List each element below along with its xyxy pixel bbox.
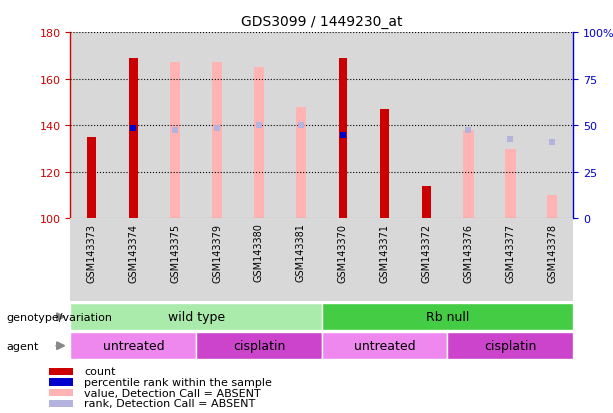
Bar bbox=[112, 33, 154, 219]
Bar bbox=[196, 219, 238, 301]
Bar bbox=[254, 68, 264, 219]
Point bbox=[338, 132, 348, 139]
Bar bbox=[280, 33, 322, 219]
Bar bbox=[447, 219, 489, 301]
Bar bbox=[70, 33, 112, 219]
Bar bbox=[422, 186, 431, 219]
Point bbox=[463, 127, 473, 134]
Bar bbox=[112, 219, 154, 301]
Point bbox=[170, 127, 180, 134]
Bar bbox=[505, 149, 516, 219]
Text: GSM143370: GSM143370 bbox=[338, 223, 348, 282]
Bar bbox=[531, 33, 573, 219]
Bar bbox=[112, 33, 154, 219]
Bar bbox=[489, 33, 531, 219]
Bar bbox=[381, 110, 389, 219]
Text: untreated: untreated bbox=[354, 339, 416, 352]
Bar bbox=[196, 33, 238, 219]
Bar bbox=[322, 332, 447, 359]
Bar bbox=[238, 33, 280, 219]
Text: cisplatin: cisplatin bbox=[484, 339, 536, 352]
Point bbox=[212, 125, 222, 132]
Bar bbox=[447, 332, 573, 359]
Bar bbox=[322, 219, 364, 301]
Text: GSM143380: GSM143380 bbox=[254, 223, 264, 282]
Bar bbox=[547, 196, 557, 219]
Text: count: count bbox=[84, 366, 116, 376]
Bar bbox=[406, 219, 447, 301]
Point bbox=[254, 123, 264, 129]
Bar bbox=[322, 304, 573, 330]
Text: GSM143376: GSM143376 bbox=[463, 223, 473, 282]
Bar bbox=[364, 33, 406, 219]
Text: GSM143377: GSM143377 bbox=[505, 223, 516, 282]
Bar bbox=[196, 332, 322, 359]
Text: wild type: wild type bbox=[167, 311, 225, 323]
Bar bbox=[489, 33, 531, 219]
Bar bbox=[212, 63, 223, 219]
Bar bbox=[49, 368, 74, 375]
Bar bbox=[49, 379, 74, 386]
Point bbox=[547, 139, 557, 145]
Bar bbox=[447, 33, 489, 219]
Bar bbox=[364, 33, 406, 219]
Text: GSM143371: GSM143371 bbox=[379, 223, 390, 282]
Bar bbox=[49, 400, 74, 407]
Text: rank, Detection Call = ABSENT: rank, Detection Call = ABSENT bbox=[84, 399, 256, 408]
Bar bbox=[295, 107, 306, 219]
Text: agent: agent bbox=[6, 341, 39, 351]
Bar bbox=[70, 304, 322, 330]
Bar bbox=[238, 33, 280, 219]
Bar bbox=[170, 63, 180, 219]
Bar bbox=[406, 33, 447, 219]
Text: GSM143381: GSM143381 bbox=[296, 223, 306, 282]
Text: GSM143375: GSM143375 bbox=[170, 223, 180, 282]
Text: GSM143373: GSM143373 bbox=[86, 223, 96, 282]
Bar bbox=[154, 33, 196, 219]
Bar bbox=[364, 219, 406, 301]
Bar bbox=[463, 131, 474, 219]
Point bbox=[129, 125, 139, 132]
Text: genotype/variation: genotype/variation bbox=[6, 312, 112, 322]
Bar bbox=[280, 219, 322, 301]
Bar bbox=[322, 33, 364, 219]
Text: GSM143379: GSM143379 bbox=[212, 223, 222, 282]
Text: untreated: untreated bbox=[102, 339, 164, 352]
Bar bbox=[70, 33, 112, 219]
Bar bbox=[322, 33, 364, 219]
Text: GSM143378: GSM143378 bbox=[547, 223, 557, 282]
Text: percentile rank within the sample: percentile rank within the sample bbox=[84, 377, 272, 387]
Text: Rb null: Rb null bbox=[426, 311, 469, 323]
Title: GDS3099 / 1449230_at: GDS3099 / 1449230_at bbox=[241, 15, 403, 29]
Bar bbox=[70, 332, 196, 359]
Bar bbox=[87, 138, 96, 219]
Text: GSM143372: GSM143372 bbox=[422, 223, 432, 282]
Bar bbox=[196, 33, 238, 219]
Bar bbox=[129, 59, 137, 219]
Point bbox=[505, 137, 515, 143]
Bar bbox=[447, 33, 489, 219]
Bar bbox=[154, 33, 196, 219]
Text: cisplatin: cisplatin bbox=[233, 339, 285, 352]
Text: value, Detection Call = ABSENT: value, Detection Call = ABSENT bbox=[84, 388, 261, 398]
Bar bbox=[531, 33, 573, 219]
Point bbox=[296, 123, 306, 129]
Bar bbox=[238, 219, 280, 301]
Bar bbox=[70, 219, 112, 301]
Bar bbox=[338, 59, 347, 219]
Bar bbox=[489, 219, 531, 301]
Bar bbox=[154, 219, 196, 301]
Bar bbox=[280, 33, 322, 219]
Bar bbox=[49, 389, 74, 396]
Bar bbox=[406, 33, 447, 219]
Bar bbox=[531, 219, 573, 301]
Text: GSM143374: GSM143374 bbox=[128, 223, 139, 282]
